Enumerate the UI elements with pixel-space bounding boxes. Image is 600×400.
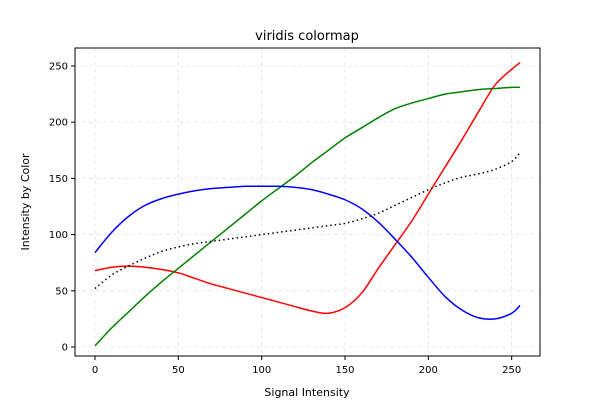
series-line-4 [94, 152, 521, 290]
x-tick-label: 50 [172, 365, 185, 376]
series-line-3 [94, 185, 521, 321]
series-line-2 [94, 86, 521, 347]
series-lines [94, 62, 521, 347]
y-tick-label: 0 [62, 343, 68, 354]
grid [75, 48, 540, 356]
y-tick-label: 200 [49, 118, 68, 129]
x-tick-label: 100 [252, 365, 271, 376]
series-line-1 [94, 62, 521, 315]
y-tick-label: 100 [49, 230, 68, 241]
x-axis-label: Signal Intensity [264, 386, 350, 399]
x-tick-label: 150 [335, 365, 354, 376]
plot-frame [74, 47, 541, 357]
axis-ticks: 0 50 100 150 200 250 0 50 100 150 200 250 [49, 61, 521, 376]
y-tick-label: 250 [49, 61, 68, 72]
x-tick-label: 0 [92, 365, 98, 376]
y-tick-label: 50 [55, 286, 68, 297]
x-tick-label: 200 [419, 365, 438, 376]
y-axis-label: Intensity by Color [19, 153, 32, 251]
chart-title: viridis colormap [255, 29, 359, 44]
y-tick-label: 150 [49, 174, 68, 185]
x-tick-label: 250 [502, 365, 521, 376]
